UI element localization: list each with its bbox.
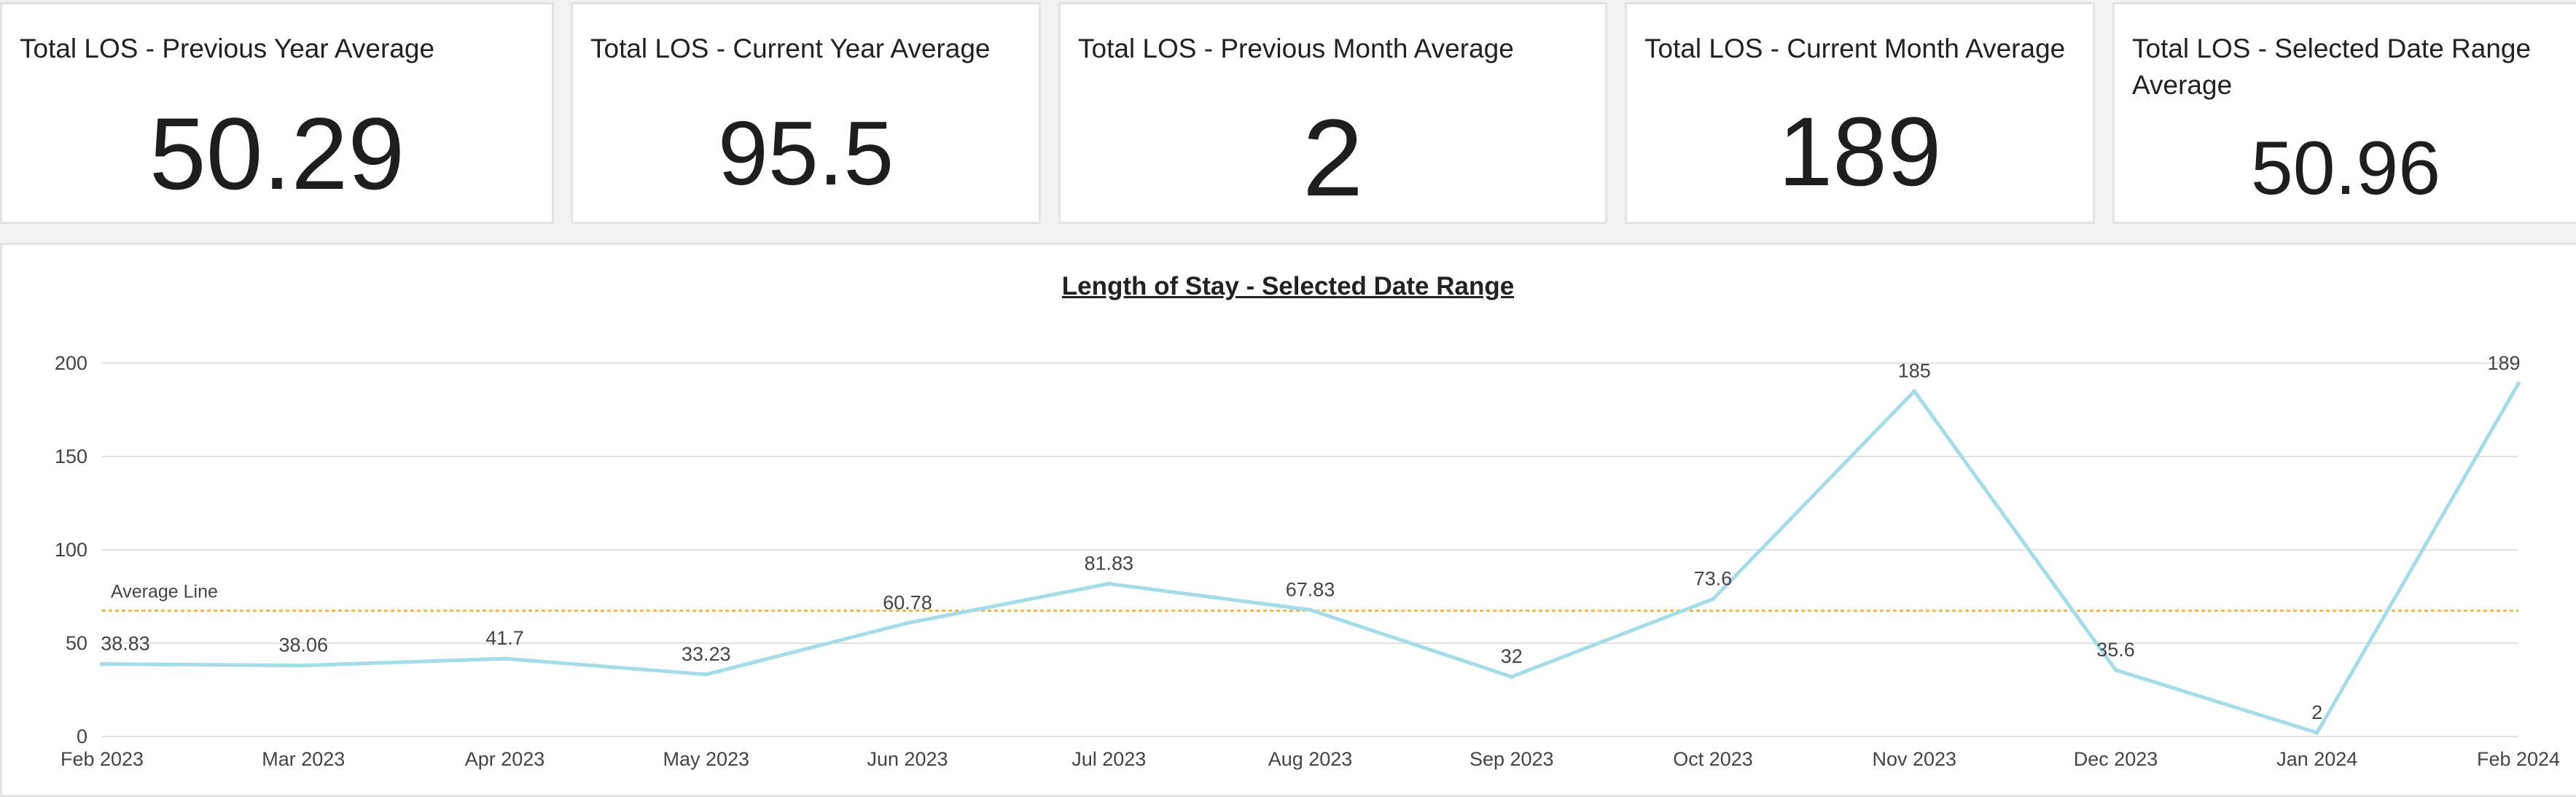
kpi-card-previous-month[interactable]: Total LOS - Previous Month Average 2 — [1058, 2, 1607, 224]
data-point[interactable] — [1711, 596, 1715, 602]
data-label: 185 — [1898, 359, 1931, 381]
x-tick-label: Sep 2023 — [1470, 748, 1554, 770]
y-tick-label: 200 — [55, 352, 87, 374]
data-point[interactable] — [1106, 581, 1112, 586]
kpi-card-current-year[interactable]: Total LOS - Current Year Average 95.5 — [571, 2, 1041, 224]
chart-title: Length of Stay - Selected Date Range — [1061, 272, 1515, 300]
kpi-card-selected-range[interactable]: Total LOS - Selected Date Range Average … — [2112, 2, 2576, 224]
data-point[interactable] — [1912, 389, 1917, 394]
data-label: 60.78 — [883, 591, 932, 613]
data-point[interactable] — [2314, 730, 2319, 735]
kpi-card-previous-year[interactable]: Total LOS - Previous Year Average 50.29 — [0, 2, 554, 224]
x-tick-label: Feb 2023 — [61, 748, 144, 770]
kpi-card-current-month[interactable]: Total LOS - Current Month Average 189 — [1625, 2, 2095, 224]
x-tick-label: Jun 2023 — [867, 748, 948, 770]
data-label: 189 — [2487, 352, 2520, 374]
data-point[interactable] — [905, 621, 910, 626]
data-label: 73.6 — [1694, 568, 1733, 590]
kpi-title: Total LOS - Current Month Average — [1644, 34, 2066, 63]
x-tick-label: Oct 2023 — [1673, 748, 1753, 770]
data-point[interactable] — [100, 661, 104, 666]
x-tick-label: Mar 2023 — [262, 748, 345, 770]
data-point[interactable] — [703, 672, 709, 677]
data-point[interactable] — [2516, 381, 2521, 386]
y-tick-label: 100 — [55, 539, 87, 561]
x-tick-label: Nov 2023 — [1872, 748, 1956, 770]
data-point[interactable] — [2113, 667, 2118, 672]
kpi-title: Total LOS - Current Year Average — [590, 34, 991, 63]
x-tick-label: Apr 2023 — [465, 748, 545, 770]
kpi-value: 95.5 — [717, 104, 894, 204]
los-series-line[interactable] — [100, 381, 2521, 735]
data-label: 67.83 — [1286, 578, 1335, 600]
y-tick-label: 150 — [55, 446, 87, 467]
data-label: 32 — [1501, 645, 1523, 667]
kpi-title: Total LOS - Selected Date Range Average — [2132, 34, 2532, 100]
x-tick-label: Dec 2023 — [2074, 748, 2158, 770]
kpi-value: 189 — [1778, 98, 1942, 206]
kpi-value: 50.96 — [2250, 126, 2441, 211]
x-tick-label: Jan 2024 — [2276, 748, 2357, 770]
x-tick-label: Feb 2024 — [2477, 748, 2560, 770]
data-point[interactable] — [1509, 674, 1514, 680]
x-tick-label: Jul 2023 — [1072, 748, 1146, 770]
data-point[interactable] — [301, 663, 306, 668]
data-point[interactable] — [502, 656, 507, 661]
data-label: 38.06 — [278, 634, 328, 656]
chart-panel — [0, 243, 2576, 797]
y-tick-label: 50 — [66, 632, 87, 654]
kpi-title: Total LOS - Previous Year Average — [20, 34, 435, 63]
y-tick-label: 0 — [77, 726, 87, 747]
kpi-value: 50.29 — [149, 96, 405, 211]
data-label: 81.83 — [1084, 553, 1133, 575]
x-tick-label: Aug 2023 — [1268, 748, 1353, 770]
kpi-title: Total LOS - Previous Month Average — [1078, 34, 1514, 63]
data-label: 41.7 — [485, 627, 524, 649]
average-line-label: Average Line — [111, 581, 218, 602]
data-label: 33.23 — [682, 643, 731, 665]
kpi-value: 2 — [1302, 96, 1364, 219]
data-label: 38.83 — [101, 633, 150, 655]
x-tick-label: May 2023 — [663, 748, 749, 770]
data-label: 35.6 — [2096, 639, 2135, 661]
data-point[interactable] — [1308, 607, 1313, 613]
data-label: 2 — [2311, 701, 2322, 723]
